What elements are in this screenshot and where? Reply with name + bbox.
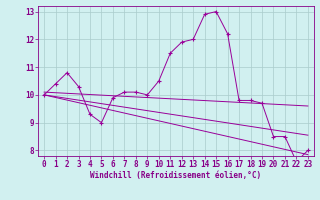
X-axis label: Windchill (Refroidissement éolien,°C): Windchill (Refroidissement éolien,°C)	[91, 171, 261, 180]
